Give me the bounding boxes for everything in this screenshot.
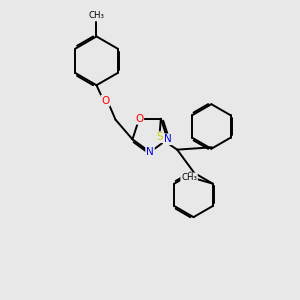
Text: O: O: [135, 114, 143, 124]
Text: N: N: [164, 134, 171, 144]
Text: N: N: [146, 147, 154, 157]
Text: CH₃: CH₃: [181, 173, 197, 182]
Text: CH₃: CH₃: [88, 11, 104, 20]
Text: S: S: [156, 132, 163, 142]
Text: O: O: [101, 96, 110, 106]
